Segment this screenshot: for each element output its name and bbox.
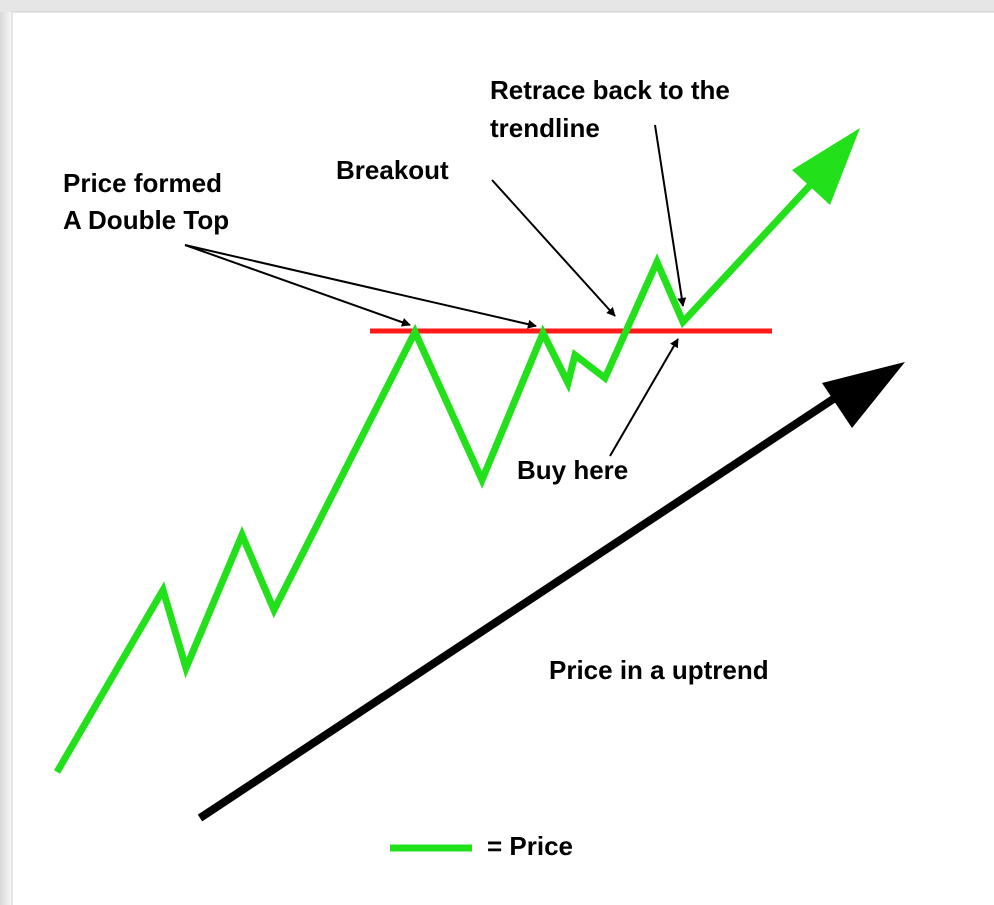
annotation: Price formed xyxy=(63,168,222,198)
pointer xyxy=(184,244,411,327)
annotation: Breakout xyxy=(336,155,449,185)
annotation: A Double Top xyxy=(63,205,229,235)
annotation: trendline xyxy=(490,113,600,143)
uptrend-arrowhead xyxy=(822,362,905,428)
price-arrowhead xyxy=(792,128,860,205)
pointer xyxy=(609,338,679,457)
frame-shadow xyxy=(0,0,14,905)
pointer xyxy=(491,179,616,317)
price-line xyxy=(53,177,818,774)
frame-shadow-top xyxy=(0,0,994,12)
pointer xyxy=(654,124,687,307)
annotation: Retrace back to the xyxy=(490,75,730,105)
annotation: Price in a uptrend xyxy=(549,655,769,685)
legend-label: = Price xyxy=(487,831,573,861)
pointer xyxy=(184,244,537,329)
annotation: Buy here xyxy=(517,455,628,485)
uptrend-arrow xyxy=(197,384,853,822)
